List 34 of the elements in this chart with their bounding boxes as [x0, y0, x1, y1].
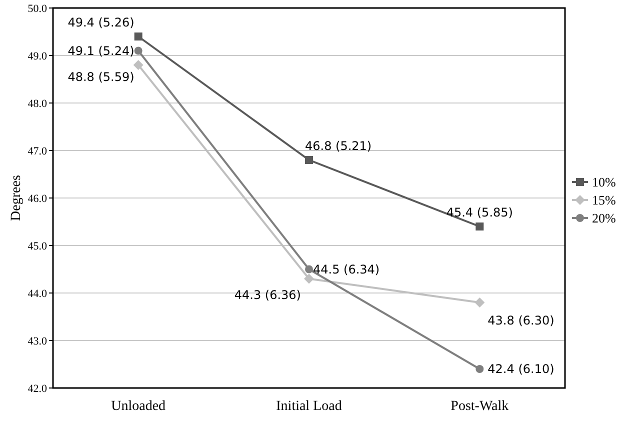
point — [304, 274, 314, 284]
point — [476, 365, 484, 373]
point — [134, 46, 142, 55]
y-tick-label: 45.0 — [28, 240, 48, 252]
point — [476, 222, 484, 230]
y-tick-label: 46.0 — [28, 192, 48, 205]
y-axis-title: Degrees — [9, 175, 24, 221]
legend-label: 10% — [592, 174, 616, 190]
data-label: 42.4 (6.10) — [488, 362, 554, 376]
data-label: 46.8 (5.21) — [305, 139, 372, 153]
x-tick-label: Post-Walk — [450, 399, 509, 414]
point — [134, 32, 142, 40]
y-tick-label: 44.0 — [28, 288, 48, 300]
y-tick-label: 47.0 — [28, 145, 48, 158]
data-label: 49.4 (5.26) — [68, 16, 134, 30]
point — [305, 265, 313, 274]
data-label: 44.3 (6.36) — [234, 288, 301, 302]
data-label: 43.8 (6.30) — [488, 314, 554, 328]
data-label: 44.5 (6.34) — [313, 262, 380, 276]
point — [474, 298, 485, 308]
point — [133, 60, 144, 70]
x-tick-label: Unloaded — [111, 399, 166, 414]
legend-label: 15% — [592, 192, 616, 208]
y-tick-label: 48.0 — [28, 98, 48, 110]
data-label: 45.4 (5.85) — [446, 206, 513, 220]
x-tick-label: Initial Load — [276, 399, 342, 414]
y-tick-label: 50.0 — [28, 2, 48, 15]
legend-label: 20% — [592, 210, 616, 226]
y-tick-label: 49.0 — [28, 50, 48, 62]
data-label: 49.1 (5.24) — [68, 44, 134, 58]
y-tick-label: 43.0 — [28, 335, 48, 348]
y-tick-label: 42.0 — [28, 382, 48, 395]
point — [305, 156, 313, 164]
data-label: 48.8 (5.59) — [68, 70, 134, 84]
